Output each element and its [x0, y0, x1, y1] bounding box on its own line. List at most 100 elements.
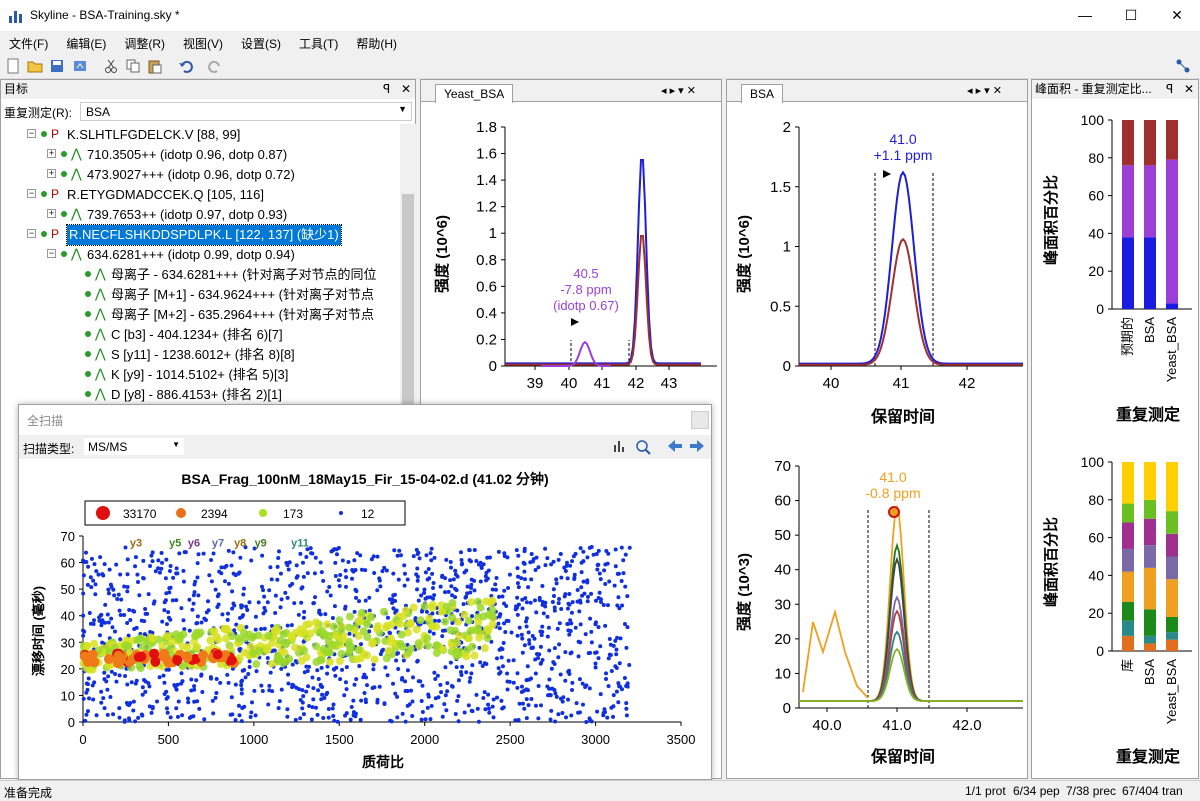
scan-point	[403, 719, 408, 724]
menu-edit[interactable]: 编辑(E)	[66, 37, 107, 51]
maximize-button[interactable]: ☐	[1124, 7, 1138, 23]
network-icon[interactable]	[1175, 58, 1191, 74]
scan-point	[298, 697, 303, 702]
scrollbar-thumb[interactable]	[402, 194, 414, 404]
scan-point	[298, 551, 303, 556]
tab-yeast-bsa[interactable]: Yeast_BSA	[435, 84, 514, 103]
cut-icon[interactable]	[103, 58, 119, 74]
expand-toggle-icon[interactable]: −	[47, 248, 56, 258]
undo-icon[interactable]	[178, 58, 194, 74]
expand-toggle-icon[interactable]: −	[27, 188, 36, 198]
bar-chart-icon[interactable]	[613, 439, 627, 453]
y-tick-label: 20	[1088, 605, 1104, 621]
scan-point	[261, 588, 266, 593]
scan-point	[377, 578, 382, 583]
tree-scrollbar[interactable]	[400, 124, 416, 406]
legend-marker	[259, 509, 267, 517]
scan-point	[305, 547, 310, 552]
copy-icon[interactable]	[125, 58, 141, 74]
scan-point	[582, 591, 587, 596]
scan-point	[440, 574, 445, 579]
bar-segment	[1166, 159, 1178, 304]
save-icon[interactable]	[49, 58, 65, 74]
x-tick-label: 3500	[667, 732, 696, 747]
publish-icon[interactable]	[72, 58, 88, 74]
y-tick-label: 10	[61, 688, 75, 703]
scan-point	[601, 603, 606, 608]
new-file-icon[interactable]	[5, 58, 21, 74]
scan-type-select[interactable]: MS/MS ▼	[83, 437, 185, 456]
scan-point	[556, 601, 561, 606]
scan-point	[611, 693, 616, 698]
fullscan-close-button[interactable]	[691, 411, 709, 429]
y-tick-label: 0.5	[770, 298, 791, 315]
scan-point	[596, 562, 601, 567]
scan-point	[478, 579, 483, 584]
pin-icon[interactable]: ꟼ	[1166, 82, 1174, 96]
open-folder-icon[interactable]	[27, 58, 43, 74]
arrow-right-icon[interactable]	[689, 439, 705, 453]
scan-point	[548, 717, 553, 722]
scan-point	[311, 697, 316, 702]
scan-point	[443, 590, 448, 595]
scan-point	[494, 575, 499, 580]
scan-point	[150, 704, 155, 709]
scan-point	[387, 597, 392, 602]
scan-point	[605, 715, 610, 720]
scan-point	[501, 641, 506, 646]
scan-point	[444, 708, 449, 713]
menu-help[interactable]: 帮助(H)	[356, 37, 397, 51]
menu-view[interactable]: 视图(V)	[183, 37, 223, 51]
scan-point	[273, 593, 278, 598]
scan-point	[552, 646, 557, 651]
close-pane-icon[interactable]: ✕	[401, 82, 412, 96]
scan-point	[106, 674, 111, 679]
paste-icon[interactable]	[147, 58, 163, 74]
scan-point	[515, 612, 520, 617]
scan-point	[613, 564, 618, 569]
scan-point	[178, 642, 187, 651]
scan-point	[570, 600, 575, 605]
minimize-button[interactable]: —	[1078, 7, 1092, 23]
scan-point	[563, 568, 568, 573]
scan-point	[241, 613, 246, 618]
scan-point	[619, 579, 624, 584]
scan-point	[229, 695, 234, 700]
zoom-icon[interactable]	[635, 439, 651, 455]
expand-toggle-icon[interactable]: −	[27, 228, 36, 238]
scan-point	[207, 573, 212, 578]
expand-toggle-icon[interactable]: −	[27, 128, 36, 138]
tab-nav-icon[interactable]: ◂ ▸ ▾ ✕	[661, 85, 696, 97]
menu-settings[interactable]: 设置(S)	[241, 37, 281, 51]
pin-icon[interactable]: ꟼ	[383, 82, 391, 96]
menu-tools[interactable]: 工具(T)	[299, 37, 339, 51]
scan-point	[238, 647, 243, 652]
scan-point	[269, 577, 274, 582]
close-pane-icon[interactable]: ✕	[1184, 82, 1195, 96]
y-tick-label: 0	[489, 358, 497, 375]
scan-point	[606, 551, 611, 556]
expand-toggle-icon[interactable]: +	[47, 148, 56, 158]
scan-point	[135, 662, 144, 671]
expand-toggle-icon[interactable]: +	[47, 168, 56, 178]
scan-point	[267, 688, 272, 693]
menu-refine[interactable]: 调整(R)	[124, 37, 165, 51]
bar-segment	[1122, 620, 1134, 636]
scan-point	[520, 606, 525, 611]
menu-file[interactable]: 文件(F)	[9, 37, 49, 51]
bar-segment	[1122, 635, 1134, 651]
scan-point	[515, 671, 520, 676]
scan-point	[602, 707, 607, 712]
tab-bsa[interactable]: BSA	[741, 84, 784, 103]
arrow-left-icon[interactable]	[667, 439, 683, 453]
redo-icon[interactable]	[207, 58, 223, 74]
scan-point	[346, 559, 351, 564]
scan-point	[587, 545, 592, 550]
scan-point	[521, 560, 526, 565]
replicate-select[interactable]: BSA ▼	[80, 102, 412, 121]
expand-toggle-icon[interactable]: +	[47, 208, 56, 218]
close-button[interactable]: ✕	[1171, 7, 1183, 23]
tab-nav-icon[interactable]: ◂ ▸ ▾ ✕	[967, 85, 1002, 97]
scan-point	[455, 608, 460, 613]
peak-marker-icon	[571, 318, 579, 326]
